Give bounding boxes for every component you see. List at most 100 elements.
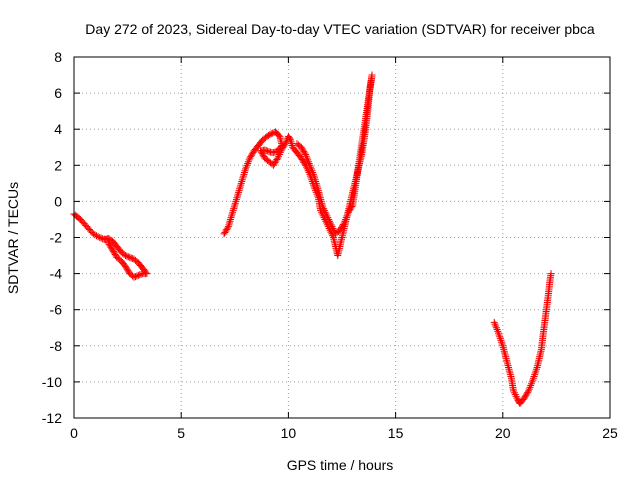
data-point (234, 190, 242, 198)
data-point (223, 226, 231, 234)
data-point (311, 176, 319, 184)
data-point (123, 252, 131, 260)
data-point (320, 206, 328, 214)
data-point (93, 232, 101, 240)
data-point (258, 150, 266, 158)
data-point (264, 132, 272, 140)
data-point (226, 217, 234, 225)
data-point (492, 322, 500, 330)
data-point (338, 223, 346, 231)
data-point (498, 340, 506, 348)
x-tick-label: 5 (177, 425, 185, 441)
data-point (524, 388, 532, 396)
data-point (236, 183, 244, 191)
data-point (244, 159, 252, 167)
data-point (522, 391, 530, 399)
data-point (327, 221, 335, 229)
data-point (232, 197, 240, 205)
data-point (228, 212, 236, 220)
data-point (277, 147, 285, 155)
data-point (495, 329, 503, 337)
series-segment-1 (70, 210, 151, 281)
data-point (275, 131, 283, 139)
data-point (510, 387, 518, 395)
data-point (121, 252, 129, 260)
data-point (308, 167, 316, 175)
data-point (241, 167, 249, 175)
data-point (221, 228, 229, 236)
data-point (97, 234, 105, 242)
y-tick-label: -8 (50, 338, 63, 354)
data-point (269, 161, 277, 169)
data-point (242, 163, 250, 171)
data-point (224, 224, 232, 232)
data-point (123, 265, 131, 273)
data-point (106, 235, 114, 243)
data-point (343, 212, 351, 220)
data-point (532, 367, 540, 375)
y-tick-label: -2 (50, 230, 63, 246)
data-point (347, 204, 355, 212)
data-point (109, 248, 117, 256)
x-tick-labels: 0 5 10 15 20 25 (70, 425, 618, 441)
data-point (328, 223, 336, 231)
data-point (329, 232, 337, 240)
data-point (326, 219, 334, 227)
x-tick-label: 0 (70, 425, 78, 441)
data-point (492, 324, 500, 332)
data-point (547, 270, 555, 278)
data-point (306, 161, 314, 169)
data-point (232, 196, 240, 204)
data-point (531, 371, 539, 379)
y-tick-label: 2 (54, 157, 62, 173)
y-tick-label: -10 (42, 374, 62, 390)
data-point (236, 185, 244, 193)
data-point (257, 148, 265, 156)
data-point (342, 214, 350, 222)
data-point (344, 208, 352, 216)
x-tick-label: 10 (281, 425, 297, 441)
data-point (309, 170, 317, 178)
data-point (271, 158, 279, 166)
data-point (267, 130, 275, 138)
data-point (527, 382, 535, 390)
data-point (349, 201, 357, 209)
data-point (346, 205, 354, 213)
data-point (235, 187, 243, 195)
data-point (348, 202, 356, 210)
data-point (496, 333, 504, 341)
data-point (313, 181, 321, 189)
y-tick-label: 8 (54, 49, 62, 65)
data-point (239, 174, 247, 182)
data-point (498, 338, 506, 346)
data-point (231, 199, 239, 207)
data-point (345, 207, 353, 215)
data-point (137, 270, 145, 278)
data-point (238, 176, 246, 184)
data-point (265, 148, 273, 156)
x-tick-label: 20 (495, 425, 511, 441)
data-point (314, 187, 322, 195)
data-point (529, 376, 537, 384)
data-point (243, 161, 251, 169)
data-point (301, 149, 309, 157)
data-point (240, 169, 248, 177)
data-point (233, 192, 241, 200)
data-point (497, 336, 505, 344)
data-point (493, 326, 501, 334)
y-tick-label: -6 (50, 302, 63, 318)
data-point (237, 181, 245, 189)
y-tick-label: 0 (54, 193, 62, 209)
data-point (230, 205, 238, 213)
data-point (532, 365, 540, 373)
data-point (510, 389, 518, 397)
data-point (530, 372, 538, 380)
data-point (305, 159, 313, 167)
data-points (70, 71, 555, 408)
data-point (240, 170, 248, 178)
data-point (304, 156, 312, 164)
data-point (111, 250, 119, 258)
y-axis-label: SDTVAR / TECUs (5, 182, 21, 294)
data-point (293, 140, 301, 148)
data-point (104, 239, 112, 247)
